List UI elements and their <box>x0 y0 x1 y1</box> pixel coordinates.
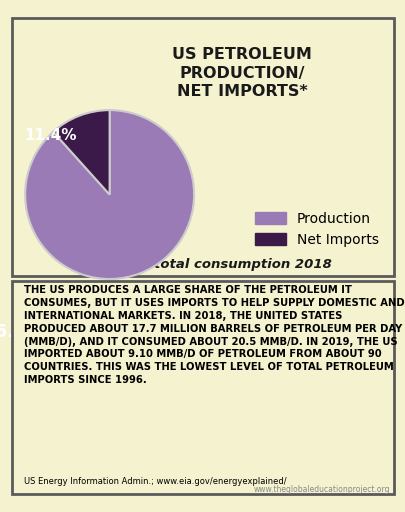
Legend: Production, Net Imports: Production, Net Imports <box>251 207 382 251</box>
Text: * Share of total consumption 2018: * Share of total consumption 2018 <box>75 258 330 271</box>
Text: US PETROLEUM
PRODUCTION/
NET IMPORTS*: US PETROLEUM PRODUCTION/ NET IMPORTS* <box>172 47 311 99</box>
Text: THE US PRODUCES A LARGE SHARE OF THE PETROLEUM IT CONSUMES, BUT IT USES IMPORTS : THE US PRODUCES A LARGE SHARE OF THE PET… <box>23 286 403 385</box>
Text: US Energy Information Admin.; www.eia.gov/energyexplained/: US Energy Information Admin.; www.eia.go… <box>23 477 286 486</box>
Text: 11.4%: 11.4% <box>24 128 77 143</box>
Text: www.theglobaleducationproject.org: www.theglobaleducationproject.org <box>253 485 389 495</box>
FancyBboxPatch shape <box>12 18 393 276</box>
Wedge shape <box>25 110 194 279</box>
FancyBboxPatch shape <box>12 281 393 495</box>
Text: 86.4%: 86.4% <box>0 323 46 341</box>
Wedge shape <box>53 110 109 195</box>
